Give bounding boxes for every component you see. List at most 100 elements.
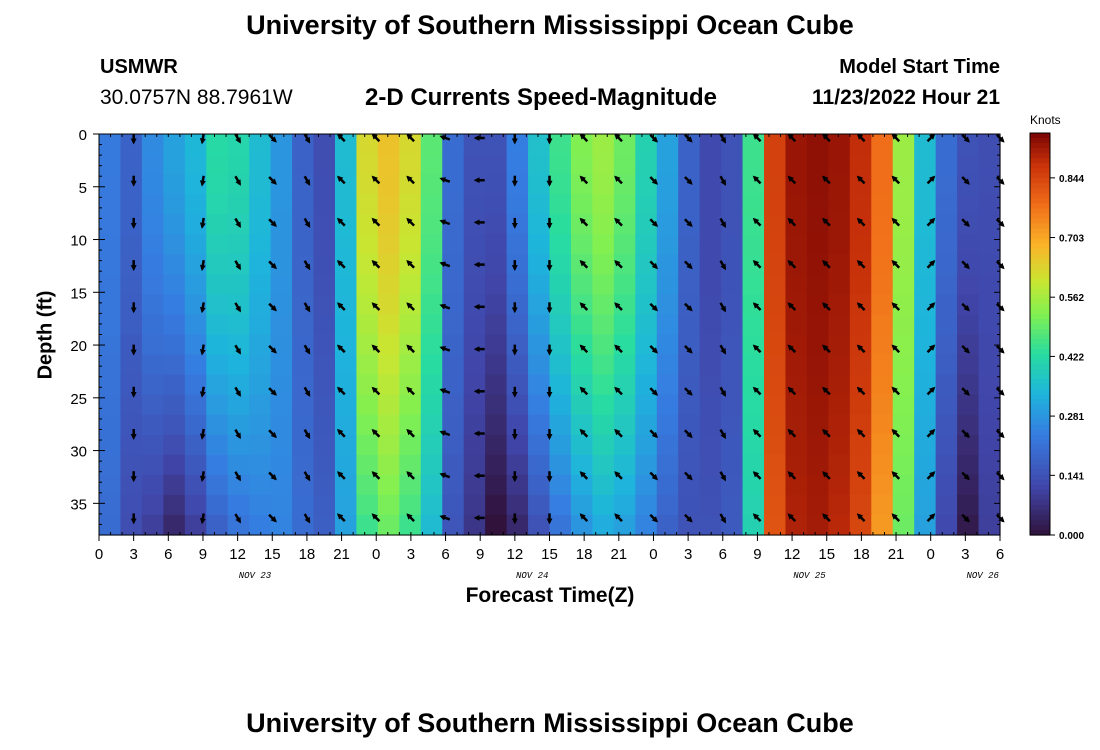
- x-tick-label: 15: [541, 546, 558, 563]
- heatmap-cell: [249, 414, 272, 436]
- current-vector-arrow: [822, 344, 831, 354]
- heatmap-cell: [828, 454, 851, 476]
- heatmap-cell: [613, 434, 636, 456]
- current-vector-arrow: [961, 260, 970, 270]
- heatmap-cell: [141, 294, 164, 316]
- heatmap-cell: [764, 474, 787, 496]
- heatmap-cell: [699, 494, 722, 516]
- heatmap-cell: [721, 434, 744, 456]
- heatmap-cell: [570, 154, 593, 175]
- heatmap-cell: [764, 214, 787, 235]
- current-vector-arrow: [439, 135, 451, 141]
- heatmap-cell: [528, 334, 551, 356]
- heatmap-cell: [99, 214, 122, 235]
- heatmap-cell: [356, 234, 379, 255]
- current-vector-arrow: [822, 175, 831, 185]
- heatmap-cell: [334, 134, 358, 155]
- heatmap-cell: [849, 274, 872, 295]
- heatmap-cell: [978, 174, 1001, 195]
- heatmap-cell: [141, 314, 164, 336]
- colorbar-segment: [1030, 439, 1050, 446]
- heatmap-cell: [978, 254, 1001, 275]
- heatmap-cell: [613, 474, 636, 496]
- current-vector-arrow: [371, 217, 381, 227]
- heatmap-cell: [613, 514, 636, 536]
- heatmap-cell: [356, 514, 379, 536]
- heatmap-cell: [892, 254, 915, 275]
- heatmap-cell: [270, 154, 293, 175]
- heatmap-cell: [849, 174, 872, 195]
- heatmap-cell: [549, 374, 572, 396]
- heatmap-cell: [163, 154, 186, 175]
- heatmap-cell: [957, 454, 980, 476]
- current-vector-arrow: [268, 302, 277, 312]
- heatmap-cell: [871, 174, 894, 195]
- heatmap-cell: [292, 194, 315, 215]
- heatmap-cell: [163, 214, 186, 235]
- heatmap-cell: [549, 134, 572, 155]
- heatmap-cell: [721, 394, 744, 416]
- heatmap-cell: [141, 334, 164, 356]
- heatmap-cell: [849, 514, 872, 536]
- current-vector-arrow: [579, 302, 589, 311]
- heatmap-cell: [764, 414, 787, 436]
- x-axis-label: Forecast Time(Z): [0, 584, 1100, 608]
- heatmap-cell: [635, 274, 658, 295]
- x-tick-label: 3: [407, 546, 415, 563]
- heatmap-cell: [163, 434, 186, 456]
- heatmap-cell: [184, 314, 207, 336]
- heatmap-cell: [871, 414, 894, 436]
- heatmap-cell: [721, 354, 744, 376]
- current-vector-arrow: [406, 259, 415, 269]
- x-tick-label: 9: [753, 546, 761, 563]
- heatmap-cell: [699, 194, 722, 215]
- heatmap-cell: [485, 434, 508, 456]
- heatmap-cell: [184, 414, 207, 436]
- heatmap-cell: [528, 454, 551, 476]
- current-vector-arrow: [371, 513, 381, 522]
- heatmap-cell: [742, 254, 765, 275]
- current-vector-arrow: [268, 345, 277, 354]
- heatmap-cell: [506, 454, 529, 476]
- heatmap-cell: [334, 334, 358, 356]
- heatmap-cell: [656, 214, 679, 235]
- current-vector-arrow: [579, 217, 589, 227]
- current-vector-arrow: [336, 513, 346, 522]
- heatmap-cell: [206, 354, 229, 376]
- heatmap-cell: [656, 374, 679, 396]
- heatmap-cell: [163, 294, 186, 316]
- heatmap-cell: [914, 314, 937, 336]
- heatmap-cell: [184, 274, 207, 295]
- heatmap-cell: [163, 334, 186, 356]
- heatmap-cell: [463, 494, 486, 516]
- current-vector-arrow: [614, 302, 623, 311]
- heatmap-cell: [592, 394, 615, 416]
- heatmap-cell: [957, 134, 980, 155]
- heatmap-cell: [249, 154, 272, 175]
- heatmap-cell: [141, 174, 164, 195]
- heatmap-cell: [828, 314, 851, 336]
- heatmap-cell: [613, 214, 636, 235]
- heatmap-cell: [935, 514, 958, 536]
- heatmap-cell: [613, 394, 636, 416]
- colorbar-segment: [1030, 379, 1050, 385]
- heatmap-cell: [420, 154, 443, 175]
- heatmap-cell: [785, 414, 808, 436]
- current-vector-arrow: [303, 175, 311, 186]
- heatmap-cell: [742, 394, 765, 416]
- current-vector-arrow: [234, 428, 241, 440]
- colorbar-segment: [1030, 268, 1050, 275]
- current-vector-arrow: [336, 217, 346, 227]
- heatmap-cell: [635, 494, 658, 516]
- heatmap-cell: [849, 314, 872, 336]
- current-vector-arrow: [787, 513, 797, 522]
- heatmap-cell: [764, 194, 787, 215]
- heatmap-cell: [806, 194, 829, 215]
- heatmap-cell: [442, 474, 465, 496]
- heatmap-cell: [785, 154, 808, 175]
- heatmap-cell: [613, 314, 636, 336]
- heatmap-cell: [806, 174, 829, 195]
- heatmap-cell: [399, 514, 422, 536]
- heatmap-cell: [806, 354, 829, 376]
- heatmap-cell: [334, 454, 358, 476]
